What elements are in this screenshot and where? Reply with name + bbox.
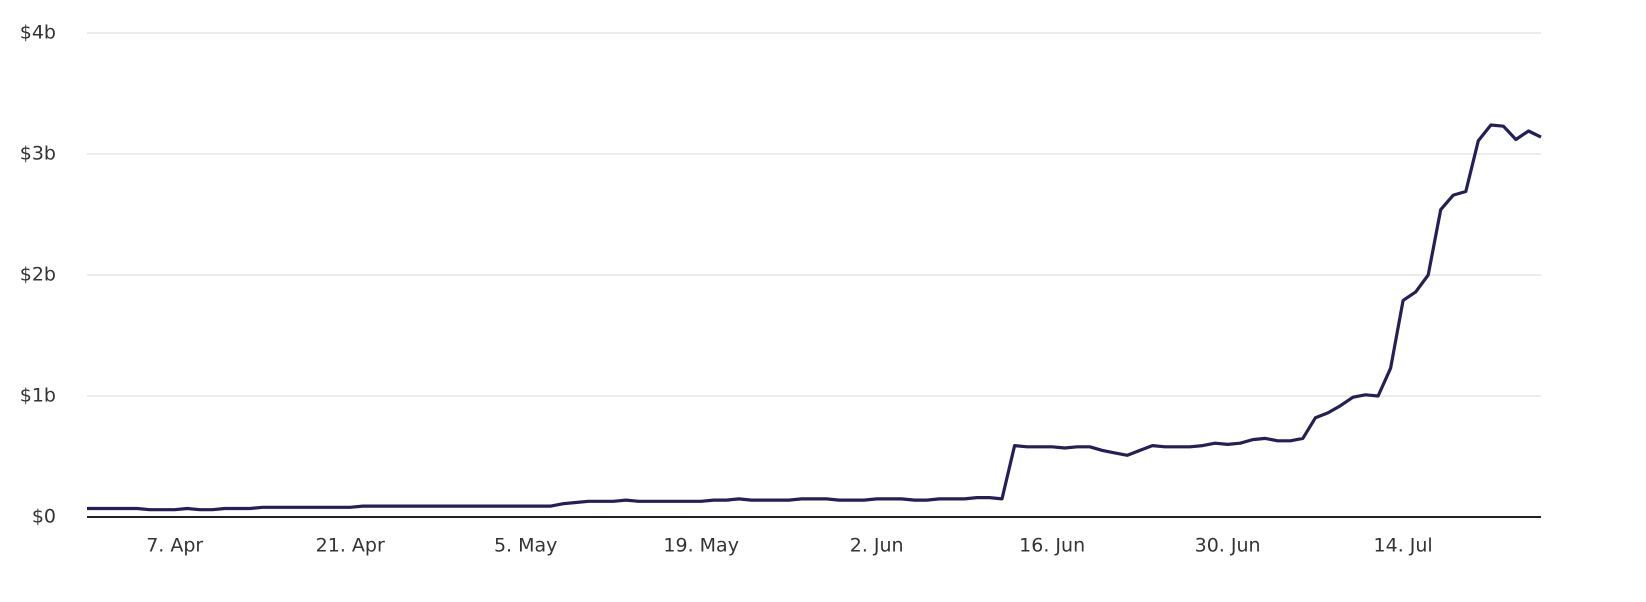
y-tick-label: $1b [20,385,56,407]
y-tick-label: $0 [32,506,56,528]
x-tick-label: 16. Jun [1019,535,1085,557]
y-tick-label: $3b [20,143,56,165]
x-tick-label: 30. Jun [1195,535,1261,557]
line [87,123,1542,512]
x-tick-label: 19. May [663,535,739,557]
x-tick-label: 21. Apr [316,535,385,557]
y-tick-label: $4b [20,22,56,44]
x-tick-label: 5. May [494,535,557,557]
x-tick-label: 2. Jun [850,535,904,557]
x-tick-label: 14. Jul [1374,535,1433,557]
x-tick-label: 7. Apr [146,535,203,557]
y-tick-label: $2b [20,264,56,286]
